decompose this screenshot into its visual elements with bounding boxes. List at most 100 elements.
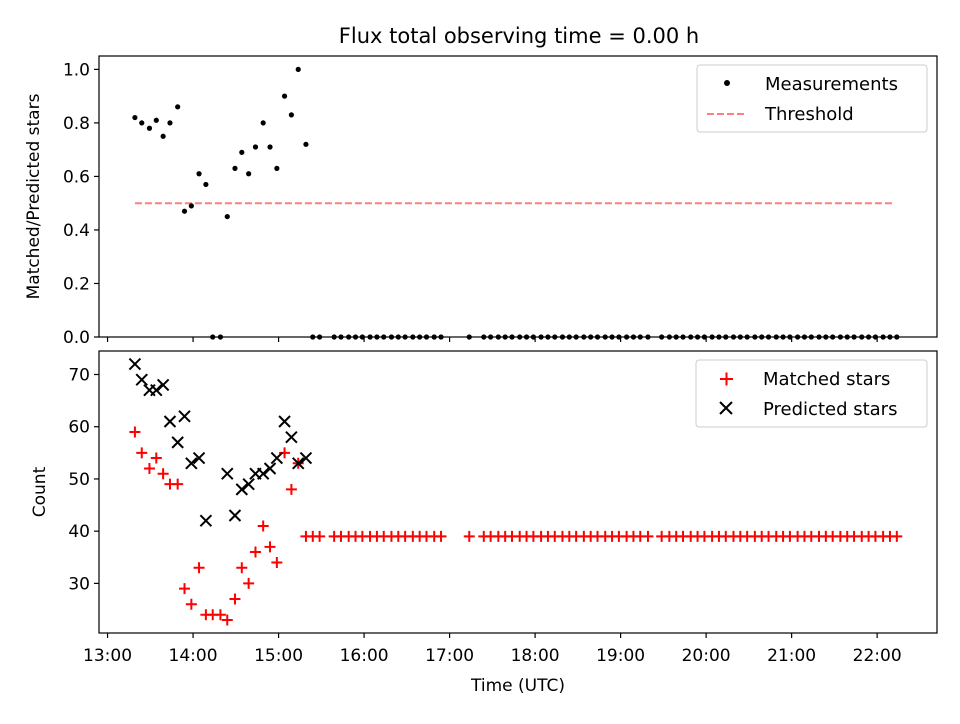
bottom-y-tick-label: 70 (68, 366, 90, 386)
chart-title: Flux total observing time = 0.00 h (339, 24, 699, 48)
predicted-star-point (263, 462, 277, 475)
measurement-point (139, 120, 145, 126)
matched-star-point (221, 614, 233, 626)
bottom-y-tick-label: 60 (68, 418, 90, 438)
bottom-x-axis: 13:00 14:00 15:00 16:00 17:00 18:00 19:00 20:00… (83, 633, 902, 666)
predicted-star-point (185, 457, 198, 470)
measurement-point (274, 165, 280, 171)
measurement-point (188, 203, 194, 209)
top-y-tick-label: 1.0 (63, 60, 90, 80)
x-tick-label: 16:00 (340, 646, 389, 666)
predicted-star-point (228, 509, 242, 522)
matched-star-point (264, 541, 276, 553)
bottom-plot-frame (98, 350, 938, 634)
top-y-tick-label: 0.2 (63, 274, 90, 294)
x-tick-label: 17:00 (425, 646, 474, 666)
predicted-star-point (221, 467, 234, 480)
measurement-point (196, 171, 202, 177)
measurement-point (288, 112, 294, 118)
measurement-point (303, 141, 309, 147)
matched-star-point (435, 530, 447, 542)
measurement-point (160, 133, 166, 139)
legend-threshold-label: Threshold (764, 104, 854, 125)
matched-star-point (185, 598, 197, 610)
matched-star-point (642, 530, 654, 542)
predicted-star-point (128, 357, 142, 371)
matched-star-point (463, 530, 475, 542)
x-tick-label: 22:00 (853, 646, 902, 666)
measurement-point (260, 120, 266, 126)
legend-measurements-label: Measurements (765, 74, 898, 95)
bottom-y-tick-label: 30 (68, 574, 90, 594)
predicted-star-point (292, 457, 305, 470)
matched-star-point (136, 447, 148, 459)
matched-star-point (214, 609, 226, 621)
measurement-point (203, 181, 209, 188)
measurement-point (232, 165, 238, 171)
top-y-tick-label: 0.6 (63, 167, 90, 187)
x-tick-label: 20:00 (682, 646, 731, 666)
predicted-star-point (256, 467, 270, 480)
matched-star-point (249, 546, 261, 558)
bottom-y-tick-label: 50 (68, 470, 90, 490)
predicted-star-point (171, 436, 184, 449)
matched-star-point (179, 583, 191, 595)
matched-star-point (229, 593, 241, 605)
measurement-point (224, 213, 230, 220)
predicted-star-point (199, 514, 213, 527)
x-axis-label: Time (UTC) (470, 676, 565, 696)
top-y-tick-label: 0.8 (63, 114, 90, 134)
predicted-star-point (278, 415, 291, 428)
x-tick-label: 21:00 (767, 646, 816, 666)
measurement-point (246, 171, 252, 177)
predicted-star-point (235, 483, 249, 496)
x-tick-label: 19:00 (596, 646, 645, 666)
legend-predicted-label: Predicted stars (763, 399, 897, 420)
measurement-point (175, 104, 181, 110)
top-plot-frame (98, 55, 938, 338)
x-tick-label: 15:00 (254, 646, 303, 666)
bottom-panel: 30 40 50 60 70 13:00 14:00 15:00 16:00 17:00 18:0… (30, 350, 938, 696)
top-y-axis-label: Matched/Predicted stars (24, 93, 44, 299)
measurement-point (167, 120, 173, 126)
predicted-star-point (192, 451, 206, 465)
legend-matched-marker (720, 372, 733, 386)
measurement-point (132, 114, 138, 121)
matched-star-point (314, 530, 326, 542)
x-tick-label: 18:00 (511, 646, 560, 666)
top-y-axis: 0.0 0.2 0.4 0.6 0.8 1.0 (63, 60, 99, 348)
x-tick-label: 14:00 (169, 646, 218, 666)
top-legend: Measurements Threshold (696, 64, 928, 133)
x-tick-label: 13:00 (83, 646, 132, 666)
measurement-point (153, 117, 159, 123)
predicted-stars-series (128, 357, 313, 527)
predicted-star-point (270, 451, 284, 465)
matched-star-point (143, 463, 155, 474)
predicted-star-point (135, 373, 148, 386)
measurement-point (239, 149, 245, 155)
legend-measurements-marker (724, 80, 730, 86)
matched-star-point (891, 530, 903, 542)
bottom-y-tick-label: 40 (68, 522, 90, 542)
predicted-star-point (156, 378, 170, 392)
predicted-star-point (299, 451, 313, 465)
matched-star-point (236, 562, 248, 574)
top-x-ticks (106, 337, 878, 342)
legend-matched-label: Matched stars (763, 369, 890, 390)
bottom-legend: Matched stars Predicted stars (695, 359, 928, 428)
top-panel: 0.0 0.2 0.4 0.6 0.8 1.0 Matched/Predicted sta… (24, 55, 938, 348)
matched-stars-series (129, 426, 903, 626)
bottom-y-axis: 30 40 50 60 70 (68, 366, 99, 594)
matched-star-point (271, 557, 283, 568)
measurement-point (252, 144, 259, 150)
matched-star-point (285, 483, 297, 495)
measurement-point (146, 125, 153, 131)
measurement-point (267, 144, 273, 150)
matched-star-point (150, 452, 162, 464)
matched-star-point (193, 562, 205, 574)
top-legend-frame (696, 64, 928, 133)
measurement-point (295, 66, 301, 72)
top-y-tick-label: 0.4 (63, 221, 90, 241)
predicted-star-point (285, 430, 298, 444)
